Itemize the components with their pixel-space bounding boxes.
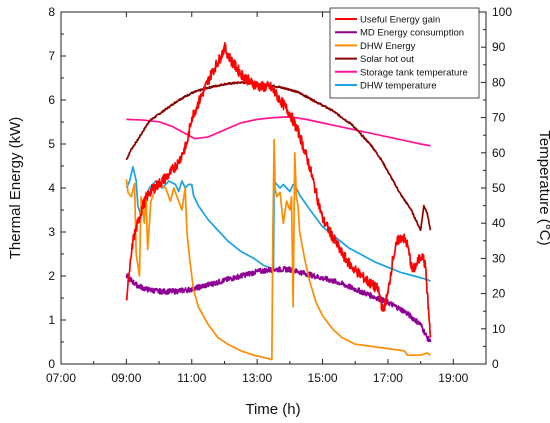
y-left-tick-label: 5 bbox=[48, 137, 55, 151]
x-tick-label: 11:00 bbox=[177, 371, 206, 385]
series-line-useful-energy-gain bbox=[125, 41, 432, 338]
x-tick-label: 17:00 bbox=[373, 371, 403, 385]
series-line-solar-hot-out bbox=[125, 81, 432, 232]
legend-label: MD Energy consumption bbox=[360, 28, 464, 39]
y-right-tick-label: 30 bbox=[492, 251, 506, 265]
y-right-tick-label: 40 bbox=[492, 216, 506, 230]
y-left-tick-label: 6 bbox=[48, 93, 55, 107]
series-line-storage-tank-temperature bbox=[126, 116, 431, 147]
y-right-tick-label: 50 bbox=[492, 181, 506, 195]
y-left-tick-label: 0 bbox=[48, 357, 55, 371]
x-tick-label: 15:00 bbox=[308, 371, 338, 385]
y-left-tick-label: 4 bbox=[48, 181, 55, 195]
y-right-tick-label: 10 bbox=[492, 322, 506, 336]
legend: Useful Energy gain MD Energy consumption D… bbox=[329, 7, 480, 99]
y-left-tick-label: 2 bbox=[48, 269, 55, 283]
series-lines bbox=[125, 41, 432, 361]
y-right-tick-label: 90 bbox=[492, 40, 506, 54]
y-right-tick-label: 100 bbox=[492, 5, 512, 19]
series-line-dhw-energy bbox=[125, 138, 431, 361]
legend-label: Storage tank temperature bbox=[360, 67, 468, 78]
legend-label: Solar hot out bbox=[360, 54, 414, 65]
y-right-tick-label: 20 bbox=[492, 287, 506, 301]
series-line-dhw-temperature bbox=[125, 166, 431, 283]
legend-label: DHW temperature bbox=[360, 81, 437, 92]
y-left-tick-label: 8 bbox=[48, 5, 55, 19]
x-axis-title: Time (h) bbox=[245, 401, 300, 418]
y-axis-right-title: Temperature (°C) bbox=[536, 130, 550, 245]
legend-box bbox=[329, 7, 480, 99]
x-tick-label: 13:00 bbox=[242, 371, 272, 385]
y-right-tick-label: 70 bbox=[492, 111, 506, 125]
y-right-tick-label: 0 bbox=[492, 357, 499, 371]
y-left-tick-label: 3 bbox=[48, 225, 55, 239]
legend-items: Useful Energy gain MD Energy consumption D… bbox=[335, 15, 468, 92]
axis-ticks: 07:00 09:00 11:00 13:00 15:00 17:00 19:00 0 1 2 3 4… bbox=[46, 5, 512, 385]
y-left-tick-label: 7 bbox=[48, 49, 55, 63]
y-axis-left-title: Thermal Energy (kW) bbox=[7, 117, 24, 260]
legend-label: Useful Energy gain bbox=[360, 15, 440, 26]
x-tick-label: 07:00 bbox=[46, 371, 76, 385]
y-left-tick-label: 1 bbox=[48, 313, 55, 327]
legend-label: DHW Energy bbox=[360, 41, 416, 52]
y-right-tick-label: 80 bbox=[492, 75, 506, 89]
x-tick-label: 09:00 bbox=[111, 371, 141, 385]
y-right-tick-label: 60 bbox=[492, 146, 506, 160]
x-tick-label: 19:00 bbox=[438, 371, 468, 385]
